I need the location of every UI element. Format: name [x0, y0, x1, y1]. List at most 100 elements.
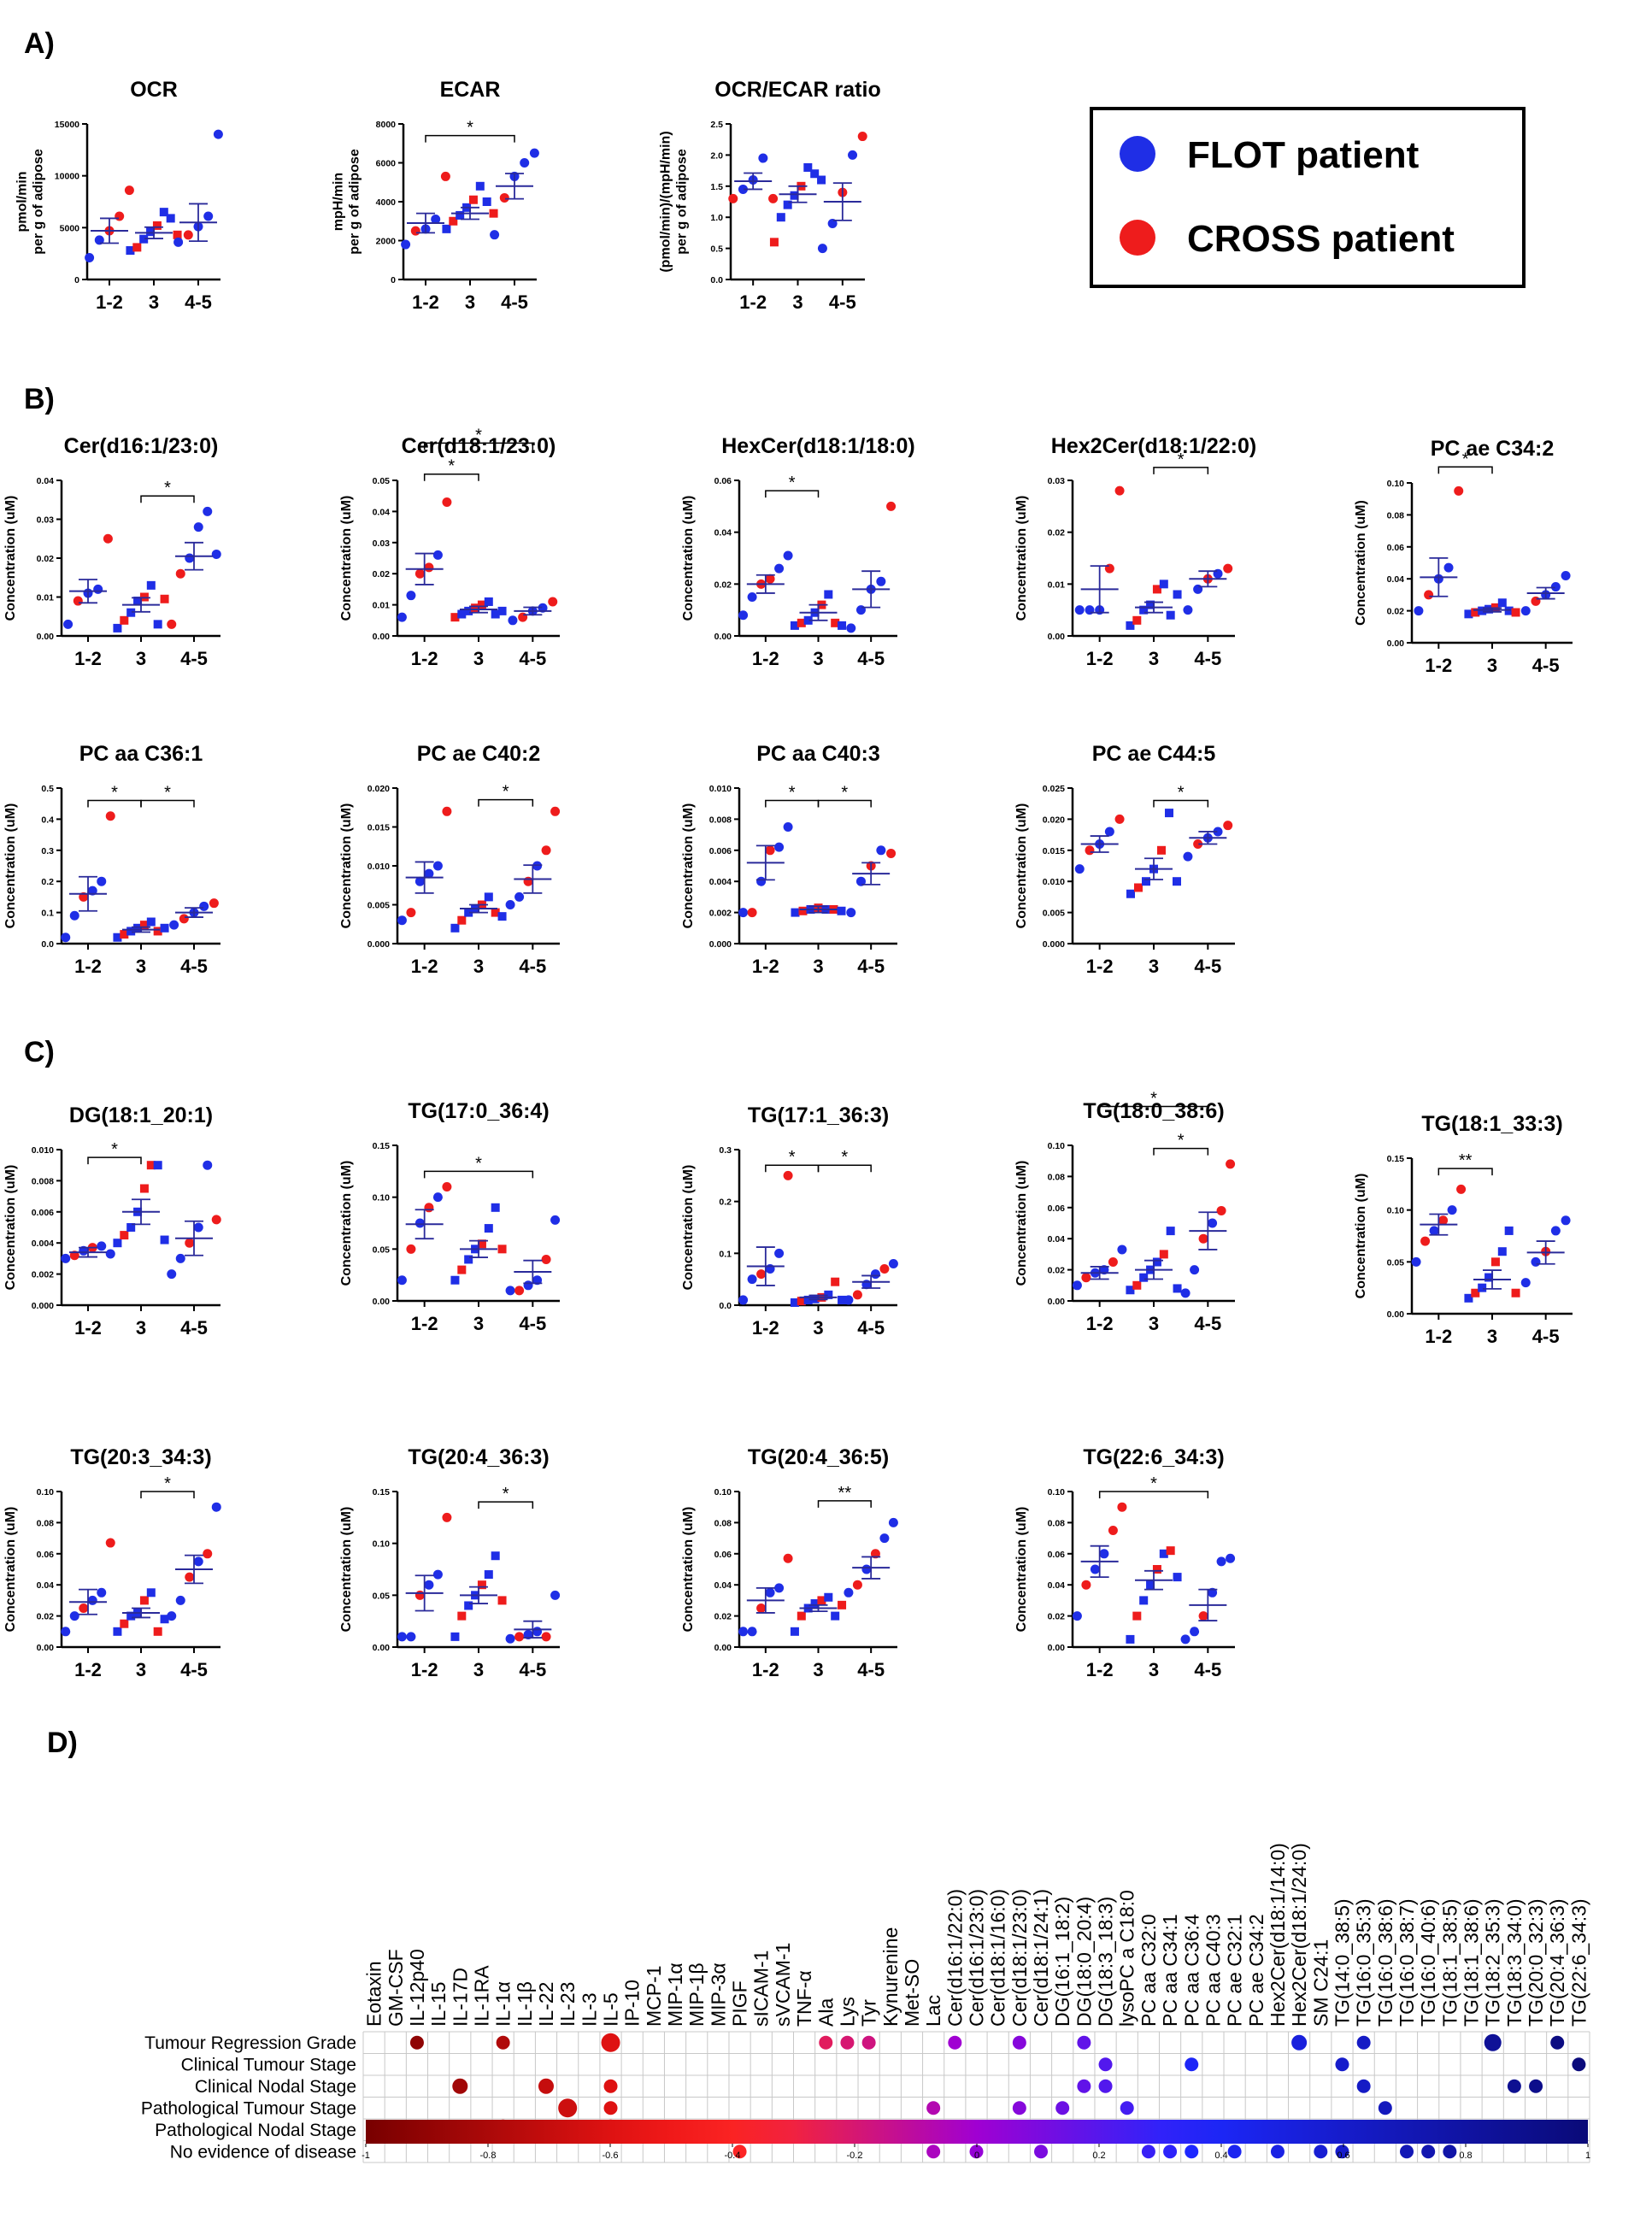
data-point — [497, 912, 507, 921]
y-tick-label: 0.004 — [709, 877, 732, 887]
y-tick-label: 0.008 — [32, 1176, 54, 1186]
data-point — [1193, 839, 1203, 850]
data-point — [783, 822, 793, 832]
data-point — [69, 1611, 79, 1621]
data-point — [1429, 1226, 1439, 1236]
panel-letter-c: C) — [24, 1036, 55, 1068]
data-point — [175, 1253, 185, 1263]
data-point — [1226, 1159, 1236, 1169]
y-tick-label: 0.00 — [373, 1297, 391, 1307]
significance-label: * — [503, 1485, 509, 1503]
heatmap-row-label: Pathological Tumour Stage — [141, 2098, 356, 2118]
y-tick-label: 0.00 — [714, 632, 732, 642]
y-axis-label: Concentration (uM) — [339, 496, 354, 621]
data-point — [450, 923, 460, 933]
chart-ecar: ECAR 0 2000 4000 6000 8000 mpH/min per g of adi… — [332, 78, 539, 313]
x-tick-label: 1-2 — [739, 291, 767, 313]
heatmap-cell — [603, 2101, 618, 2115]
y-tick-label: 0.00 — [37, 1643, 55, 1653]
heatmap-cell — [1185, 2057, 1199, 2072]
data-point — [514, 891, 525, 902]
data-point — [397, 915, 407, 926]
heatmap-cell — [1378, 2101, 1392, 2115]
data-point — [406, 1632, 416, 1642]
data-point — [747, 908, 757, 918]
significance-label: ** — [838, 1484, 852, 1503]
heatmap-column-label: TG(18:1_38:5) — [1438, 1898, 1461, 2027]
y-tick-label: 0.01 — [373, 601, 391, 611]
data-point — [848, 150, 858, 160]
y-tick-label: 0.02 — [1048, 1612, 1066, 1622]
data-point — [831, 618, 840, 627]
data-point — [120, 930, 129, 939]
data-point — [126, 1223, 136, 1232]
y-tick-label: 0.15 — [373, 1141, 391, 1151]
data-point — [211, 1502, 221, 1512]
data-point — [113, 933, 122, 942]
x-tick-label: 3 — [136, 1659, 146, 1680]
data-point — [169, 920, 179, 930]
data-point — [61, 1627, 71, 1637]
heatmap-cell — [926, 2101, 941, 2115]
data-point — [113, 1239, 122, 1248]
chart-title: PC aa C36:1 — [79, 742, 203, 766]
significance-label: ** — [1459, 1151, 1473, 1170]
data-point — [1074, 605, 1085, 615]
x-tick-label: 4-5 — [180, 1659, 208, 1680]
data-point — [489, 209, 498, 218]
data-point — [838, 1600, 847, 1609]
heatmap-cell — [861, 2035, 876, 2050]
heatmap-row-label: Clinical Nodal Stage — [195, 2077, 356, 2097]
colorbar-tick-label: 0.8 — [1459, 2151, 1472, 2161]
data-point — [870, 1269, 880, 1280]
y-tick-label: 0.00 — [1387, 1309, 1405, 1320]
data-point — [401, 239, 411, 250]
data-point — [831, 1611, 840, 1621]
data-point — [797, 618, 806, 627]
y-tick-label: 0.08 — [37, 1518, 55, 1528]
data-point — [1550, 1226, 1561, 1236]
data-point — [790, 1297, 799, 1307]
data-point — [457, 915, 467, 925]
data-point — [1447, 1205, 1457, 1215]
data-point — [442, 1182, 452, 1192]
data-point — [499, 192, 509, 203]
y-axis-label: Concentration (uM) — [339, 1161, 354, 1286]
data-point — [457, 609, 467, 619]
data-point — [475, 181, 485, 191]
heatmap-column-label: TG(16:0_35:3) — [1353, 1898, 1375, 2027]
data-point — [824, 1290, 833, 1299]
data-point — [1085, 845, 1095, 856]
significance-bracket — [765, 490, 820, 498]
heatmap-cell — [496, 2035, 510, 2050]
data-point — [1208, 1218, 1218, 1228]
data-point — [1198, 1611, 1208, 1621]
heatmap-cell — [1572, 2057, 1586, 2072]
data-point — [852, 1580, 862, 1590]
data-point — [160, 1615, 169, 1624]
data-point — [514, 1286, 525, 1296]
significance-bracket — [1153, 799, 1209, 808]
y-tick-label: 0.00 — [373, 632, 391, 642]
data-point — [146, 1588, 156, 1598]
data-point — [747, 1627, 757, 1637]
data-point — [768, 193, 779, 203]
data-point — [1117, 1245, 1127, 1255]
data-point — [1216, 1205, 1226, 1215]
data-point — [810, 169, 820, 179]
significance-label: * — [1178, 450, 1185, 469]
x-tick-label: 4-5 — [857, 1317, 885, 1339]
y-axis-label: Concentration (uM) — [1014, 1507, 1029, 1633]
y-tick-label: 0.03 — [1048, 476, 1066, 486]
x-tick-label: 1-2 — [752, 648, 779, 669]
chart-title: DG(18:1_20:1) — [69, 1103, 213, 1127]
chart-title: TG(18:0_38:6) — [1083, 1099, 1224, 1123]
y-tick-label: 0 — [74, 275, 79, 285]
y-tick-label: 0.00 — [1048, 1297, 1066, 1307]
significance-label: * — [841, 1148, 848, 1167]
y-tick-label: 0.010 — [709, 784, 732, 794]
chart-tg20334: TG(20:3_34:3) 0.00 0.02 0.04 0.06 0.08 0.10 Con… — [3, 1445, 221, 1680]
data-point — [424, 868, 434, 879]
x-tick-label: 3 — [136, 648, 146, 669]
